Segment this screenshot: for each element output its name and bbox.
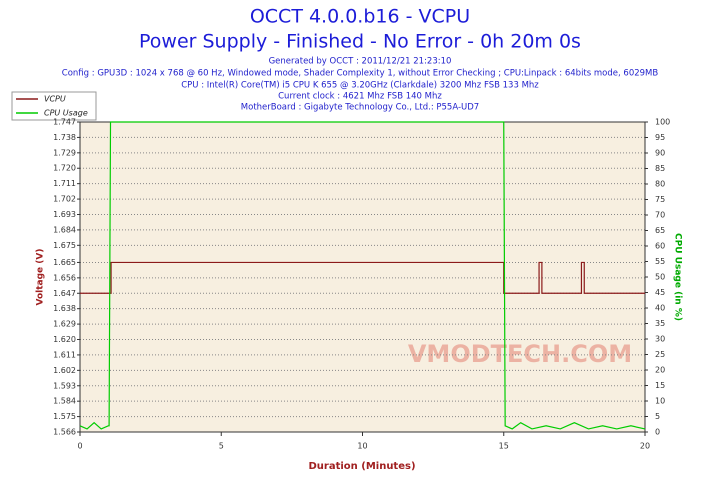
info-line: MotherBoard : Gigabyte Technology Co., L…	[241, 103, 479, 113]
y-tick-label: 1.738	[53, 133, 76, 142]
chart-title: OCCT 4.0.0.b16 - VCPU	[250, 6, 470, 28]
y2-tick-label: 85	[655, 164, 665, 173]
y2-tick-label: 30	[655, 335, 665, 344]
y-tick-label: 1.684	[53, 225, 76, 234]
y2-tick-label: 65	[655, 226, 665, 235]
x-tick-label: 10	[357, 442, 367, 451]
y-tick-label: 1.647	[53, 289, 76, 298]
y-tick-label: 1.620	[53, 335, 76, 344]
series-line	[80, 261, 645, 294]
y-tick-label: 1.575	[53, 412, 76, 421]
y-tick-label: 1.611	[53, 350, 76, 359]
info-line: Generated by OCCT : 2011/12/21 21:23:10	[269, 57, 452, 67]
y2-tick-label: 35	[655, 319, 665, 328]
y2-tick-label: 15	[655, 381, 665, 390]
y2-tick-label: 40	[655, 304, 665, 313]
y-tick-label: 1.665	[53, 258, 76, 267]
y2-tick-label: 60	[655, 242, 665, 251]
y-tick-label: 1.675	[53, 241, 76, 250]
y-tick-label: 1.584	[53, 397, 76, 406]
y2-tick-label: 55	[655, 257, 665, 266]
y2-tick-label: 50	[655, 273, 665, 282]
series-line	[79, 121, 646, 430]
y2-tick-label: 95	[655, 133, 665, 142]
chart-subtitle: Power Supply - Finished - No Error - 0h …	[139, 31, 581, 53]
y-tick-label: 1.602	[53, 366, 76, 375]
info-line: CPU : Intel(R) Core(TM) i5 CPU K 655 @ 3…	[181, 81, 539, 91]
y2-tick-label: 0	[655, 428, 660, 437]
plot-area	[80, 122, 645, 432]
y2-tick-label: 45	[655, 288, 665, 297]
y-tick-label: 1.593	[53, 381, 76, 390]
y-axis-label: Voltage (V)	[36, 249, 46, 306]
y-tick-label: 1.711	[53, 179, 76, 188]
legend-label: CPU Usage	[44, 109, 88, 118]
y2-tick-label: 100	[655, 118, 670, 127]
legend	[11, 91, 97, 121]
x-tick-label: 0	[77, 442, 82, 451]
y-tick-label: 1.566	[53, 428, 76, 437]
y2-tick-label: 10	[655, 397, 665, 406]
watermark: VMODTECH.COM	[408, 340, 632, 368]
y2-tick-label: 5	[655, 412, 660, 421]
y2-tick-label: 80	[655, 180, 665, 189]
x-tick-label: 15	[499, 442, 509, 451]
info-line: Config : GPU3D : 1024 x 768 @ 60 Hz, Win…	[62, 69, 659, 79]
y-tick-label: 1.693	[53, 210, 76, 219]
y-tick-label: 1.747	[53, 118, 76, 127]
y2-tick-label: 75	[655, 195, 665, 204]
x-tick-label: 20	[640, 442, 650, 451]
y-tick-label: 1.720	[53, 164, 76, 173]
y-tick-label: 1.729	[53, 148, 76, 157]
y-tick-label: 1.702	[53, 195, 76, 204]
y-tick-label: 1.656	[53, 273, 76, 282]
y2-tick-label: 25	[655, 350, 665, 359]
x-tick-label: 5	[219, 442, 224, 451]
info-line: Current clock : 4621 Mhz FSB 140 Mhz	[278, 92, 442, 102]
y2-tick-label: 20	[655, 366, 665, 375]
y-tick-label: 1.629	[53, 320, 76, 329]
y-tick-label: 1.638	[53, 304, 76, 313]
y2-tick-label: 90	[655, 149, 665, 158]
y2-tick-label: 70	[655, 211, 665, 220]
x-axis-label: Duration (Minutes)	[308, 461, 415, 472]
y2-axis-label: CPU Usage (in %)	[673, 233, 683, 321]
legend-label: VCPU	[44, 95, 66, 104]
